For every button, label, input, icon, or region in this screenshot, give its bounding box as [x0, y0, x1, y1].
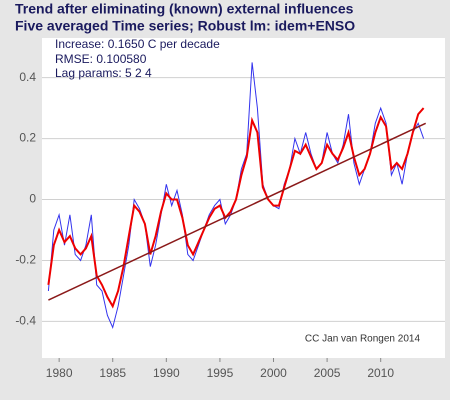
annotation: Lag params: 5 2 4 — [55, 66, 152, 80]
chart-title: Five averaged Time series; Robust lm: id… — [15, 18, 355, 34]
x-tick-label: 1990 — [153, 366, 180, 380]
y-tick-label: -0.4 — [15, 314, 36, 328]
plot-area — [42, 38, 445, 358]
chart-title: Trend after eliminating (known) external… — [15, 1, 354, 17]
series-line — [47, 107, 425, 309]
x-tick-label: 2005 — [314, 366, 341, 380]
trend-line — [48, 122, 427, 301]
x-tick-label: 2010 — [367, 366, 394, 380]
y-tick-label: 0.2 — [19, 131, 36, 145]
credit: CC Jan van Rongen 2014 — [305, 334, 421, 345]
y-tick-label: 0.4 — [19, 70, 36, 84]
x-tick-label: 1980 — [46, 366, 73, 380]
y-tick-label: -0.2 — [15, 253, 36, 267]
x-tick-label: 1995 — [207, 366, 234, 380]
annotation: Increase: 0.1650 C per decade — [55, 37, 220, 51]
annotation: RMSE: 0.100580 — [55, 52, 147, 66]
x-tick-label: 1985 — [99, 366, 126, 380]
y-tick-label: 0 — [29, 192, 36, 206]
x-tick-label: 2000 — [260, 366, 287, 380]
